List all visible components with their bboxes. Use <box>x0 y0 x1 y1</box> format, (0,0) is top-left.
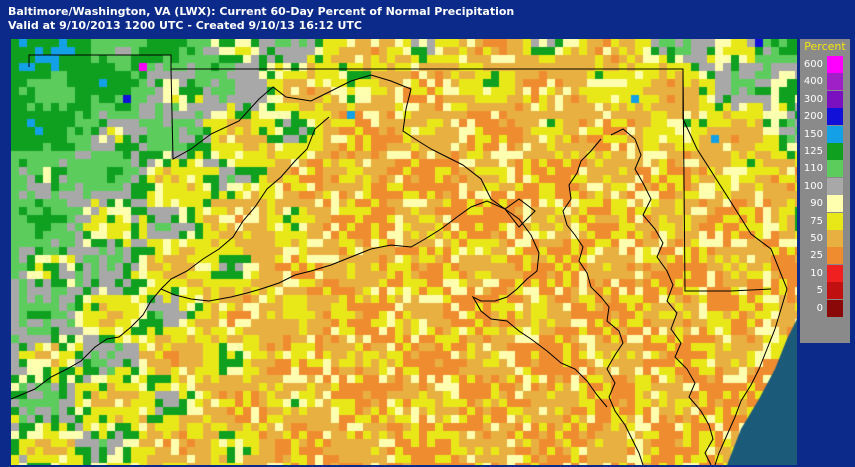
legend-item-label: 600 <box>803 59 823 70</box>
dc-border <box>504 198 536 228</box>
chesapeake-west-shore <box>562 138 644 465</box>
legend-item: 110 <box>800 160 850 178</box>
legend: Percent 600 400 300 200 150 125 110 100 90 75 50 25… <box>800 39 850 343</box>
md-de-border <box>682 68 772 292</box>
legend-item: 600 <box>800 56 850 73</box>
pa-md-border <box>28 54 788 290</box>
precipitation-raster <box>11 39 797 465</box>
legend-item-label: 400 <box>803 76 823 88</box>
chesapeake-east-shore <box>610 128 714 465</box>
legend-swatch <box>827 108 843 126</box>
legend-item: 0 <box>800 299 850 317</box>
potomac-river <box>160 200 548 352</box>
map-header: Baltimore/Washington, VA (LWX): Current … <box>0 0 855 38</box>
legend-swatch <box>827 177 843 195</box>
legend-item-label: 125 <box>803 146 823 157</box>
legend-item-label: 200 <box>803 111 823 123</box>
wv-md-border <box>170 68 506 210</box>
legend-swatch <box>827 264 843 282</box>
map-subtitle: Valid at 9/10/2013 1200 UTC - Created 9/… <box>8 19 362 32</box>
legend-swatch <box>827 212 843 230</box>
legend-item: 90 <box>800 195 850 213</box>
legend-item-label: 5 <box>816 285 823 297</box>
legend-swatch <box>827 247 843 265</box>
legend-item: 50 <box>800 230 850 247</box>
legend-swatch <box>827 282 843 300</box>
legend-item: 150 <box>800 125 850 143</box>
legend-item-label: 25 <box>810 250 823 262</box>
legend-item-label: 0 <box>816 302 823 314</box>
legend-item: 300 <box>800 90 850 108</box>
wv-va-border <box>11 116 330 400</box>
precipitation-map <box>11 39 797 465</box>
legend-item: 100 <box>800 177 850 195</box>
virginia-rivers <box>546 350 608 408</box>
legend-item: 200 <box>800 108 850 126</box>
state-boundaries <box>11 54 788 465</box>
legend-item: 25 <box>800 247 850 265</box>
legend-item: 10 <box>800 264 850 282</box>
legend-swatch <box>827 90 843 108</box>
map-title: Baltimore/Washington, VA (LWX): Current … <box>8 5 515 18</box>
legend-swatch <box>827 125 843 143</box>
legend-item: 400 <box>800 73 850 91</box>
legend-swatch <box>827 195 843 213</box>
legend-item: 125 <box>800 143 850 160</box>
legend-item-label: 50 <box>810 233 823 244</box>
legend-title: Percent <box>804 40 846 53</box>
legend-swatch <box>827 143 843 160</box>
legend-item-label: 75 <box>810 215 823 227</box>
legend-swatch <box>827 160 843 178</box>
legend-swatch <box>827 73 843 91</box>
legend-swatch <box>827 230 843 247</box>
legend-swatch <box>827 299 843 317</box>
legend-item-label: 150 <box>803 128 823 140</box>
atlantic-coast <box>714 288 788 465</box>
legend-item-label: 100 <box>803 180 823 192</box>
legend-item: 75 <box>800 212 850 230</box>
legend-item-label: 110 <box>803 163 823 175</box>
legend-item: 5 <box>800 282 850 300</box>
legend-swatch <box>827 56 843 73</box>
legend-item-label: 10 <box>810 267 823 279</box>
legend-item-label: 90 <box>810 198 823 210</box>
legend-item-label: 300 <box>803 93 823 105</box>
